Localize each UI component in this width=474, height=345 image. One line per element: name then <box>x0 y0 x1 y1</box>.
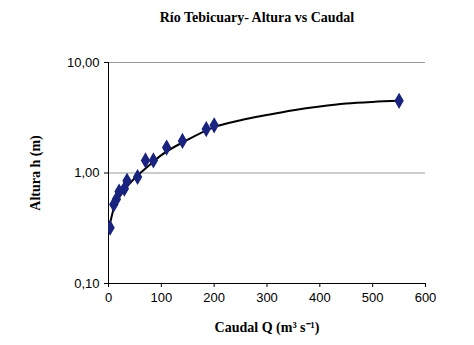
svg-text:10,00: 10,00 <box>67 55 100 70</box>
svg-text:Caudal Q (m³ s⁻¹): Caudal Q (m³ s⁻¹) <box>215 320 320 336</box>
svg-text:200: 200 <box>203 290 225 305</box>
svg-text:1,00: 1,00 <box>74 165 99 180</box>
svg-text:0,10: 0,10 <box>74 276 99 291</box>
svg-text:600: 600 <box>415 290 437 305</box>
html-text:Río Tebicuary- Altura vs Cauda: Río Tebicuary- Altura vs Caudal <box>159 10 355 25</box>
svg-text:0: 0 <box>105 290 112 305</box>
svg-text:Altura h (m): Altura h (m) <box>28 135 44 211</box>
svg-text:300: 300 <box>256 290 278 305</box>
svg-text:500: 500 <box>362 290 384 305</box>
svg-text:400: 400 <box>309 290 331 305</box>
svg-text:100: 100 <box>150 290 172 305</box>
